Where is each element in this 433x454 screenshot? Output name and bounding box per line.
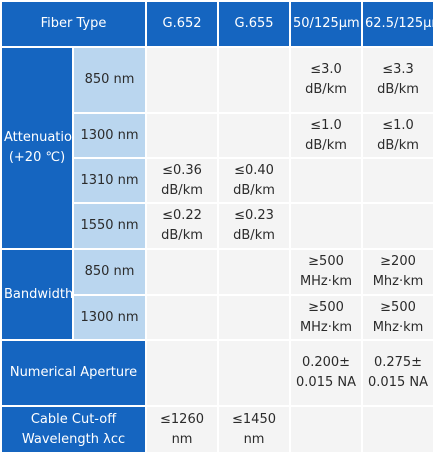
value-cell — [217, 339, 292, 407]
table-row: Attenuation (+20 ℃) 850 nm ≤3.0 dB/km ≤3… — [0, 46, 433, 250]
value-cell: ≤0.40 dB/km — [217, 157, 292, 204]
value-cell — [145, 248, 220, 296]
value-cell: ≤1260 nm — [145, 405, 220, 454]
value-cell: ≥500 MHz·km — [289, 294, 364, 341]
value-cell — [217, 112, 292, 159]
numerical-aperture-label: Numerical Aperture — [0, 339, 148, 407]
value-cell: ≥500 Mhz·km — [361, 294, 433, 341]
header-g655: G.655 — [217, 0, 292, 48]
value-cell: ≤1.0 dB/km — [361, 112, 433, 159]
value-cell: ≥200 Mhz·km — [361, 248, 433, 296]
value-cell: ≤1.0 dB/km — [289, 112, 364, 159]
value-cell — [145, 294, 220, 341]
value-cell: 0.200± 0.015 NA — [289, 339, 364, 407]
table-row: 1310 nm ≤0.36 dB/km ≤0.40 dB/km — [1, 157, 433, 204]
wavelength-label: 1550 nm — [71, 202, 148, 250]
cutoff-wavelength-label: Cable Cut-off Wavelength λcc — [0, 405, 148, 454]
value-cell — [217, 248, 292, 296]
value-cell — [361, 405, 433, 454]
header-62-5-125: 62.5/125μm — [361, 0, 433, 48]
table-row: 1550 nm ≤0.22 dB/km ≤0.23 dB/km — [1, 202, 433, 250]
header-50-125: 50/125μm — [289, 0, 364, 48]
value-cell: ≤1450 nm — [217, 405, 292, 454]
value-cell — [217, 294, 292, 341]
value-cell: ≤0.22 dB/km — [145, 202, 220, 250]
table-row: Numerical Aperture 0.200± 0.015 NA 0.275… — [0, 339, 433, 407]
header-g652: G.652 — [145, 0, 220, 48]
header-row: Fiber Type G.652 G.655 50/125μm 62.5/125… — [0, 0, 433, 48]
wavelength-label: 1310 nm — [71, 157, 148, 204]
value-cell — [145, 112, 220, 159]
wavelength-label: 850 nm — [71, 46, 148, 114]
wavelength-label: 1300 nm — [71, 112, 148, 159]
value-cell: ≤3.3 dB/km — [361, 46, 433, 114]
value-cell — [145, 339, 220, 407]
wavelength-label: 1300 nm — [71, 294, 148, 341]
value-cell: ≤0.36 dB/km — [145, 157, 220, 204]
value-cell: 0.275± 0.015 NA — [361, 339, 433, 407]
value-cell — [289, 405, 364, 454]
value-cell — [289, 157, 364, 204]
value-cell — [361, 202, 433, 250]
value-cell: ≥500 MHz·km — [289, 248, 364, 296]
bandwidth-label: Bandwidth — [0, 248, 74, 341]
table-row: Cable Cut-off Wavelength λcc ≤1260 nm ≤1… — [0, 405, 433, 454]
value-cell — [217, 46, 292, 114]
value-cell: ≤3.0 dB/km — [289, 46, 364, 114]
header-fiber-type: Fiber Type — [0, 0, 148, 48]
wavelength-label: 850 nm — [71, 248, 148, 296]
value-cell — [289, 202, 364, 250]
attenuation-label: Attenuation (+20 ℃) — [0, 46, 74, 250]
value-cell: ≤0.23 dB/km — [217, 202, 292, 250]
table-row: 1300 nm ≤1.0 dB/km ≤1.0 dB/km — [1, 112, 433, 159]
table-row: 1300 nm ≥500 MHz·km ≥500 Mhz·km — [1, 294, 433, 341]
table-row: Bandwidth 850 nm ≥500 MHz·km ≥200 Mhz·km — [0, 248, 433, 341]
value-cell — [145, 46, 220, 114]
value-cell — [361, 157, 433, 204]
